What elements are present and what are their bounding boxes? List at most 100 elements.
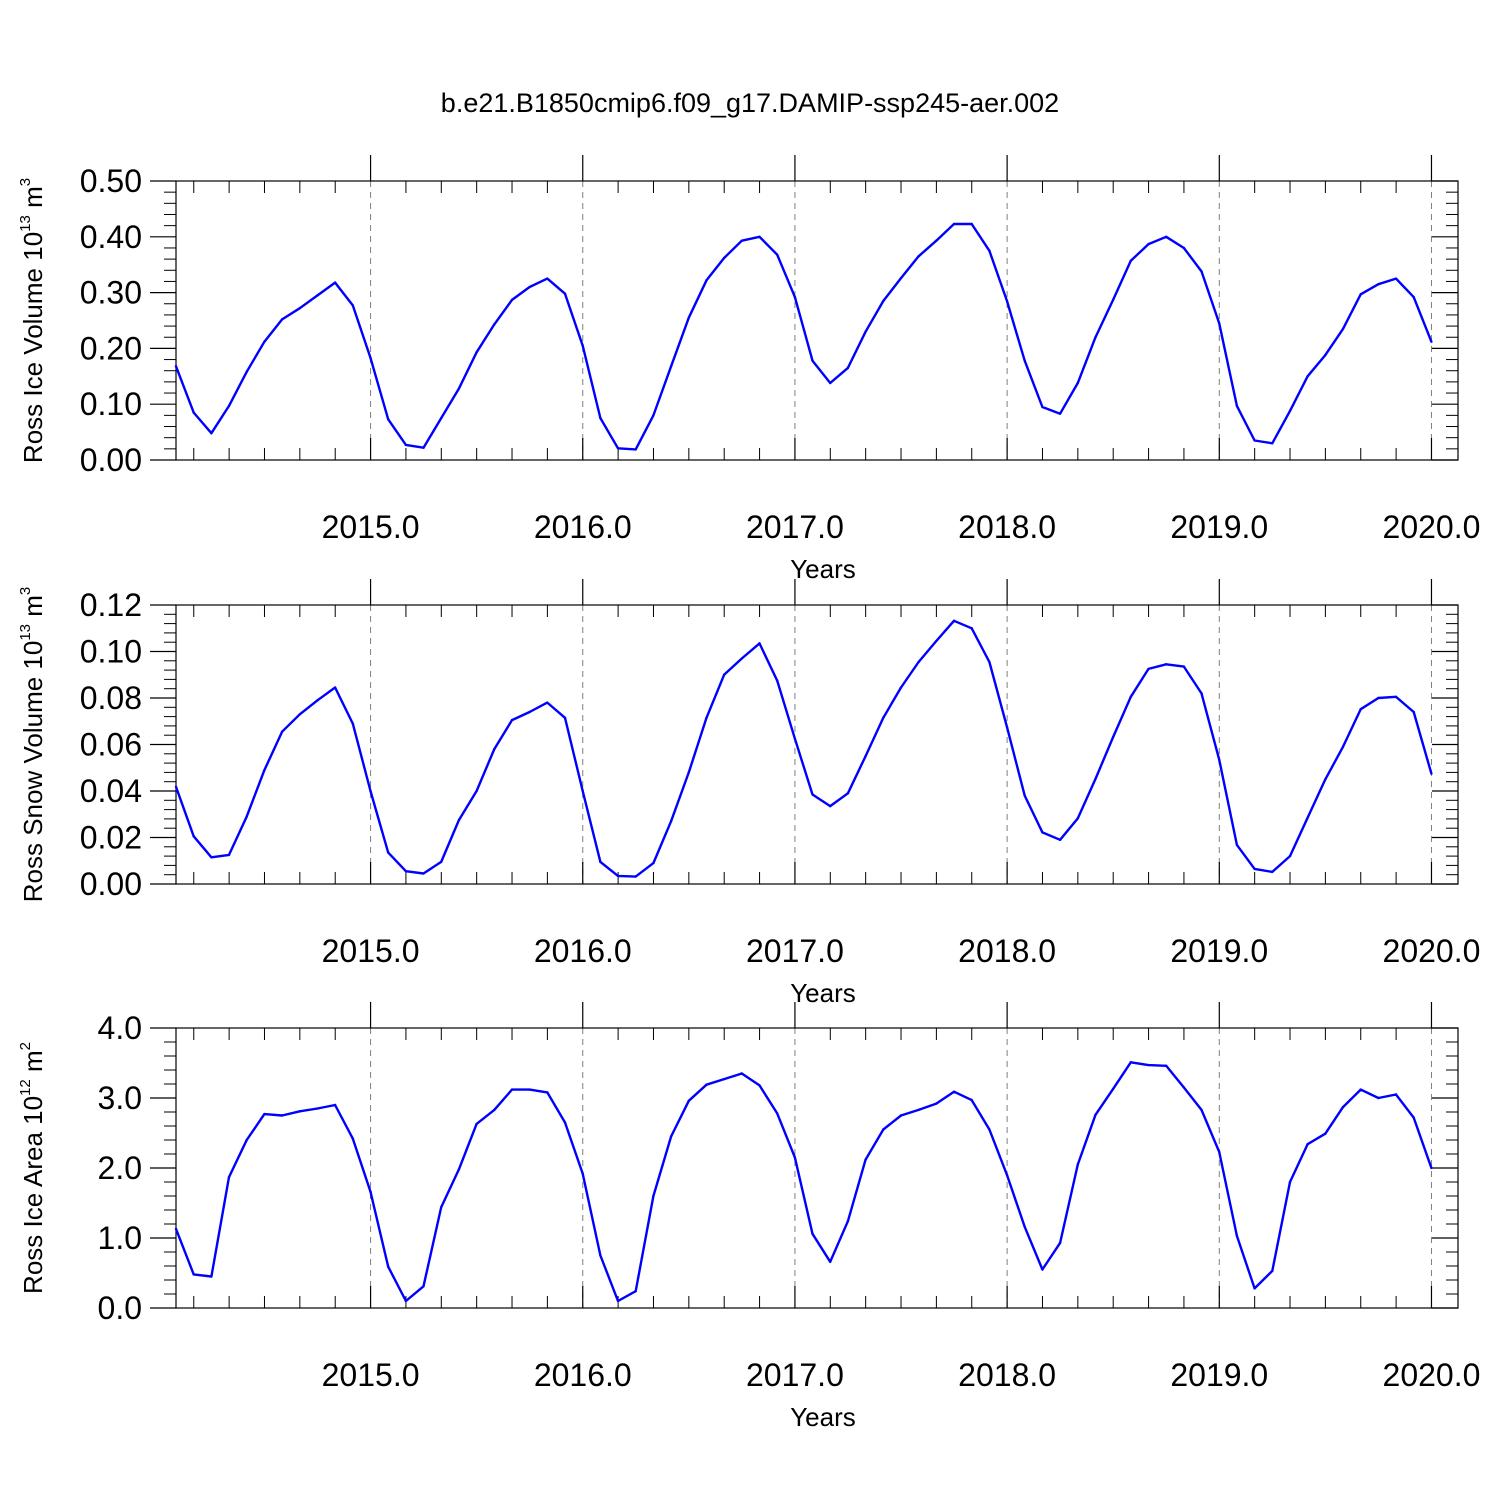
panel-ice-volume: 2015.0 2016.0 2017.0 2018.0 2019.0 2020.0 0.00… — [17, 155, 1480, 584]
ice-area-x-tick-label: 2018.0 — [958, 1357, 1056, 1393]
snow-volume-data-point — [1218, 758, 1221, 761]
snow-volume-data-point — [829, 804, 832, 808]
ice-area-data-point — [1324, 1132, 1327, 1135]
snow-volume-y-tick-label: 0.10 — [80, 634, 142, 670]
snow-volume-data-point — [705, 716, 708, 719]
ice-area-data-point — [616, 1299, 620, 1303]
ice-area-data-point — [935, 1102, 938, 1105]
snow-volume-data-point — [952, 619, 956, 623]
ice-volume-data-point — [457, 387, 461, 390]
ice-area-data-point — [1200, 1108, 1203, 1112]
snow-volume-data-point — [210, 856, 213, 859]
snow-volume-data-point — [599, 860, 602, 864]
snow-volume-x-tick-label: 2020.0 — [1383, 933, 1481, 969]
ice-volume-data-point — [740, 239, 744, 242]
panel-ice-area: 2015.0 2016.0 2017.0 2018.0 2019.0 2020.0 0.0 1… — [17, 1002, 1480, 1432]
ice-volume-data-point — [493, 323, 496, 326]
ice-area-data-point — [722, 1077, 726, 1081]
ice-volume-data-point — [510, 298, 514, 302]
snow-volume-y-tick-label: 0.06 — [80, 727, 142, 763]
ice-volume-data-point — [1147, 242, 1150, 246]
ice-area-data-point — [1041, 1268, 1044, 1271]
ice-volume-data-point — [369, 356, 372, 360]
snow-volume-data-point — [634, 875, 637, 878]
ice-area-data-point — [1058, 1241, 1062, 1245]
ice-volume-data-point — [1235, 404, 1239, 408]
snow-volume-data-point — [758, 642, 761, 645]
snow-volume-plot-frame — [175, 604, 1459, 885]
ice-volume-y-axis-title: Ross Ice Volume 1013 m3 — [17, 178, 48, 463]
ice-volume-data-point — [935, 239, 938, 242]
ice-volume-data-point — [652, 414, 655, 417]
ice-area-data-point — [1430, 1166, 1433, 1170]
snow-volume-data-point — [722, 673, 726, 676]
snow-volume-x-tick-label: 2017.0 — [746, 933, 844, 969]
snow-volume-data-point — [970, 627, 973, 630]
ice-area-data-point — [652, 1194, 655, 1198]
snow-volume-data-point — [581, 789, 584, 793]
ice-area-data-point — [475, 1122, 478, 1126]
snow-volume-y-tick-label: 0.12 — [80, 587, 142, 623]
ice-area-data-point — [563, 1121, 567, 1124]
ice-area-data-point — [1005, 1173, 1009, 1177]
ice-area-data-point — [528, 1088, 531, 1091]
ice-volume-y-tick-label: 0.10 — [80, 386, 142, 422]
snow-volume-data-point — [493, 747, 496, 751]
ice-volume-data-point — [988, 249, 991, 252]
snow-volume-series-line — [174, 619, 1433, 878]
ice-area-data-point — [705, 1083, 708, 1086]
ice-volume-data-point — [775, 253, 779, 256]
ice-area-data-point — [1271, 1269, 1274, 1273]
ice-volume-data-point — [599, 416, 602, 420]
ice-volume-data-point — [687, 316, 690, 319]
ice-volume-data-point — [227, 404, 231, 408]
snow-volume-y-tick-label: 0.02 — [80, 820, 142, 856]
ice-area-data-point — [369, 1190, 372, 1194]
ice-area-data-point — [811, 1232, 814, 1236]
ice-area-data-point — [758, 1084, 761, 1087]
ice-volume-data-point — [970, 222, 973, 226]
ice-volume-data-point — [1182, 246, 1186, 250]
ice-volume-data-point — [1306, 375, 1309, 378]
ice-volume-data-point — [1129, 259, 1133, 262]
snow-volume-data-point — [1058, 838, 1062, 842]
ice-volume-data-point — [404, 443, 408, 447]
ice-area-data-point — [1235, 1234, 1239, 1238]
ice-area-data-point — [740, 1072, 744, 1075]
ice-volume-data-point — [1005, 299, 1009, 303]
ice-volume-data-point — [333, 281, 337, 284]
ice-volume-data-point — [422, 446, 425, 449]
ice-volume-data-point — [245, 370, 248, 374]
snow-volume-y-tick-label: 0.04 — [80, 773, 142, 809]
ice-volume-data-point — [917, 255, 920, 258]
snow-volume-data-point — [1377, 696, 1380, 700]
ice-volume-data-point — [829, 381, 832, 385]
ice-volume-data-point — [634, 448, 637, 451]
snow-volume-data-point — [1430, 772, 1433, 775]
snow-volume-data-point — [1200, 692, 1203, 695]
ice-volume-data-point — [1359, 293, 1362, 296]
ice-area-data-point — [440, 1206, 443, 1209]
ice-volume-data-point — [440, 416, 443, 420]
snow-volume-data-point — [422, 872, 425, 875]
snow-volume-data-point — [475, 789, 478, 793]
snow-volume-data-point — [1253, 867, 1256, 871]
snow-volume-x-axis-title: Years — [790, 978, 856, 1008]
snow-volume-data-point — [528, 710, 531, 714]
ice-volume-data-point — [1377, 283, 1380, 286]
ice-area-data-point — [599, 1254, 602, 1257]
ice-volume-data-point — [1412, 295, 1415, 299]
snow-volume-data-point — [988, 660, 991, 664]
ice-area-data-point — [280, 1114, 284, 1117]
ice-area-plot-frame — [175, 1027, 1459, 1309]
ice-volume-x-tick-label: 2018.0 — [958, 509, 1056, 545]
snow-volume-data-point — [1076, 817, 1079, 820]
ice-area-data-point — [1359, 1088, 1362, 1091]
ice-area-data-point — [687, 1099, 690, 1103]
snow-volume-data-point — [369, 789, 372, 793]
ice-volume-data-point — [705, 279, 708, 282]
ice-volume-data-point — [952, 222, 956, 226]
ice-volume-data-point — [581, 344, 584, 347]
ice-area-data-point — [899, 1114, 903, 1117]
snow-volume-data-point — [1041, 831, 1044, 834]
